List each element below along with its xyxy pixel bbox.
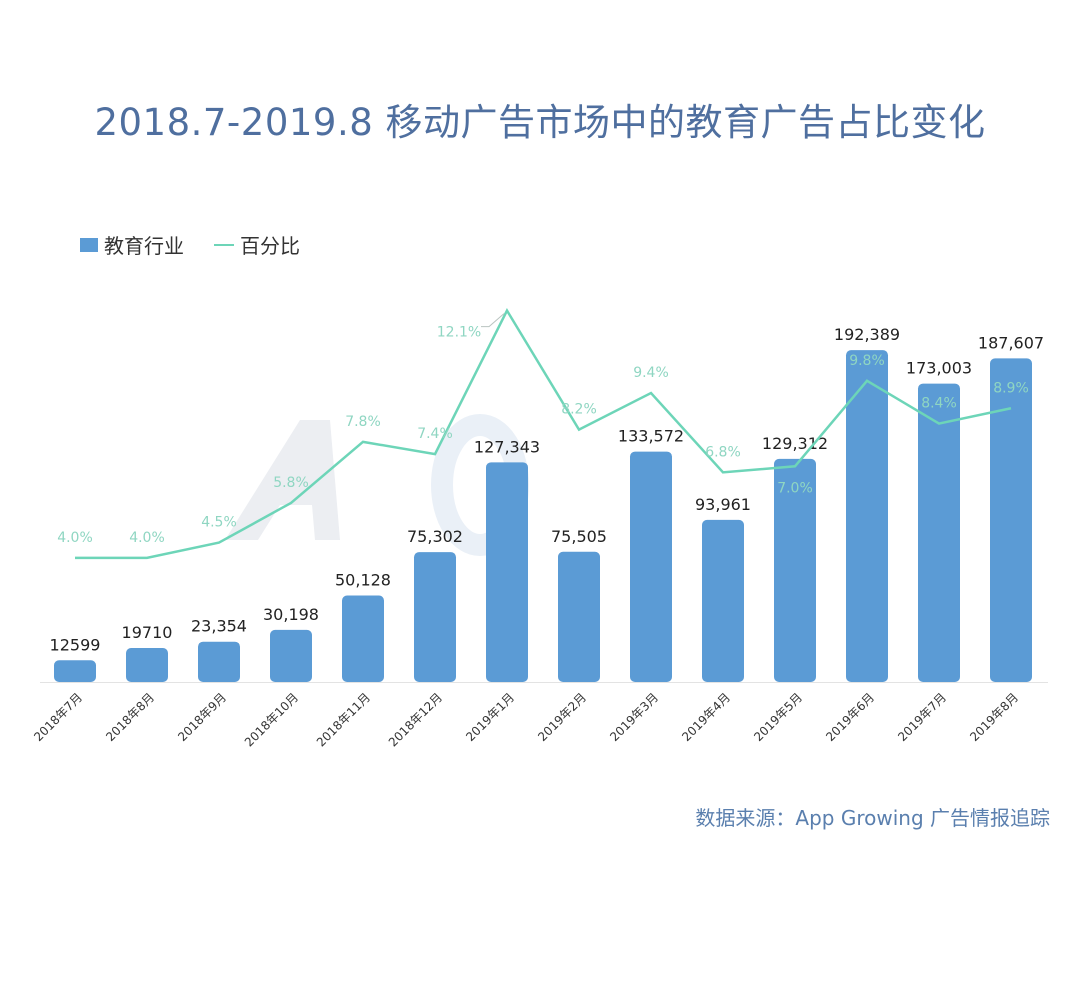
bar-13 <box>918 383 960 682</box>
percent-label: 7.0% <box>777 480 813 496</box>
percent-label: 6.8% <box>705 444 741 460</box>
bar-value-label: 133,572 <box>618 427 684 446</box>
bar-value-label: 173,003 <box>906 359 972 378</box>
bar-value-label: 93,961 <box>695 495 751 514</box>
bar-8 <box>558 551 600 682</box>
legend-bar-label: 教育行业 <box>104 234 184 258</box>
x-tick-label: 2019年7月 <box>895 690 949 744</box>
percent-label: 8.4% <box>921 396 957 412</box>
percent-label: 7.8% <box>345 414 381 430</box>
bar-2 <box>126 648 168 682</box>
x-tick-label: 2018年11月 <box>314 690 373 749</box>
bar-4 <box>270 629 312 682</box>
legend-line-swatch <box>214 243 234 246</box>
x-tick-label: 2018年12月 <box>386 690 445 749</box>
x-tick-label: 2018年9月 <box>175 690 229 744</box>
bar-3 <box>198 641 240 682</box>
bar-7 <box>486 462 528 682</box>
x-tick-label: 2019年2月 <box>535 690 589 744</box>
leader-line <box>481 313 505 328</box>
percent-label: 8.9% <box>993 380 1029 396</box>
bar-value-label: 192,389 <box>834 325 900 344</box>
percent-label: 4.5% <box>201 515 237 531</box>
bar-9 <box>630 451 672 682</box>
legend-line-label: 百分比 <box>240 234 300 258</box>
bar-value-label: 50,128 <box>335 571 391 590</box>
chart-title: 2018.7-2019.8 移动广告市场中的教育广告占比变化 <box>94 101 986 144</box>
x-tick-label: 2019年1月 <box>463 690 517 744</box>
bar-value-label: 30,198 <box>263 605 319 624</box>
bar-6 <box>414 552 456 682</box>
x-tick-label: 2019年5月 <box>751 690 805 744</box>
x-tick-label: 2019年3月 <box>607 690 661 744</box>
bar-value-label: 127,343 <box>474 437 540 456</box>
x-tick-label: 2019年6月 <box>823 690 877 744</box>
x-tick-label: 2019年8月 <box>967 690 1021 744</box>
watermark-logo-shape <box>225 420 340 540</box>
legend: 教育行业 百分比 <box>80 230 300 259</box>
bar-5 <box>342 595 384 682</box>
x-tick-label: 2018年8月 <box>103 690 157 744</box>
percent-label: 9.8% <box>849 353 885 369</box>
bar-value-label: 129,312 <box>762 434 828 453</box>
bar-value-label: 187,607 <box>978 333 1044 352</box>
legend-bar-swatch <box>80 237 98 252</box>
bar-value-label: 23,354 <box>191 617 247 636</box>
bar-value-label: 12599 <box>50 635 101 654</box>
percent-line <box>75 307 1012 560</box>
x-tick-label: 2018年7月 <box>31 690 85 744</box>
percent-label: 5.8% <box>273 475 309 491</box>
bar-value-label: 75,505 <box>551 527 607 546</box>
bar-value-label: 19710 <box>122 623 173 642</box>
percent-label: 9.4% <box>633 365 669 381</box>
percent-label: 7.4% <box>417 426 453 442</box>
percent-label: 8.2% <box>561 402 597 418</box>
bar-14 <box>990 358 1032 682</box>
bar-12 <box>846 350 888 682</box>
percent-label: 4.0% <box>129 530 165 546</box>
bar-value-label: 75,302 <box>407 527 463 546</box>
source-note: 数据来源：App Growing 广告情报追踪 <box>695 806 1050 830</box>
bar-11 <box>774 458 816 682</box>
x-tick-label: 2018年10月 <box>242 690 301 749</box>
percent-label: 12.1% <box>437 325 481 341</box>
percent-label: 4.0% <box>57 530 93 546</box>
bar-1 <box>54 660 96 682</box>
bar-10 <box>702 519 744 682</box>
x-tick-label: 2019年4月 <box>679 690 733 744</box>
